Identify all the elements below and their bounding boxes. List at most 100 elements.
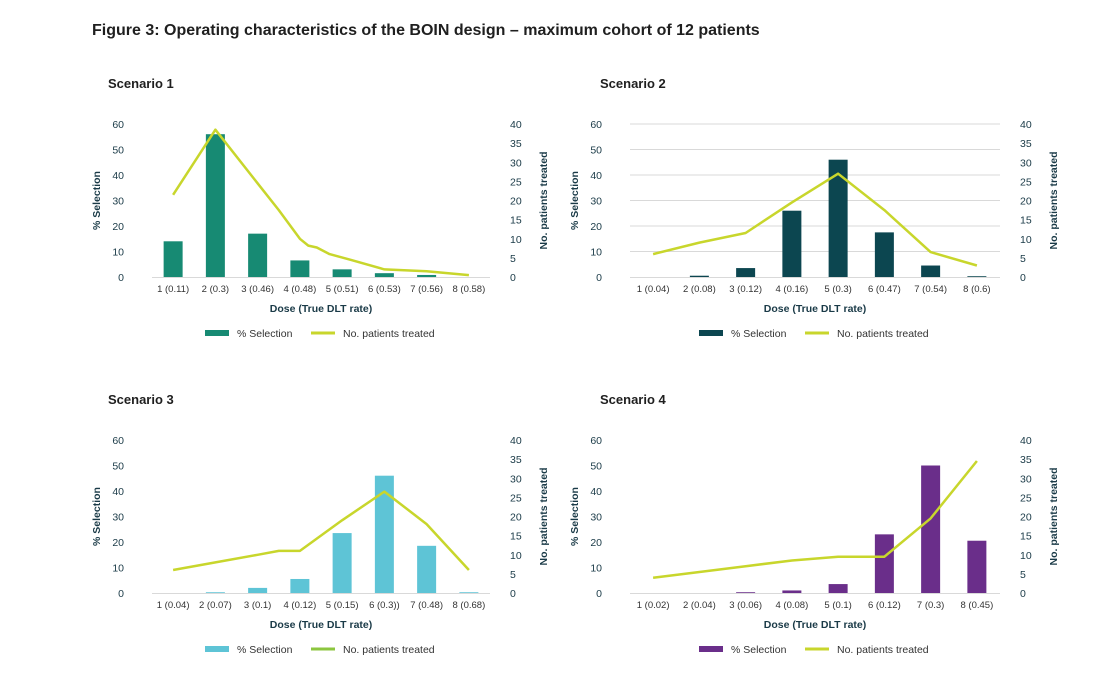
x-tick-label: 2 (0.3) [202, 284, 229, 295]
x-tick-label: 7 (0.54) [914, 284, 947, 295]
y2-axis-title: No. patients treated [538, 467, 550, 565]
y2-tick-label: 25 [510, 492, 522, 504]
y2-tick-label: 0 [1020, 588, 1026, 600]
x-axis-title: Dose (True DLT rate) [764, 619, 867, 631]
y2-axis-title: No. patients treated [1048, 467, 1060, 565]
y2-tick-label: 5 [1020, 253, 1026, 265]
x-tick-label: 3 (0.06) [729, 600, 762, 611]
legend-label-patients: No. patients treated [837, 644, 929, 656]
y-tick-label: 0 [118, 272, 124, 284]
y2-tick-label: 20 [510, 196, 522, 208]
bar-5 [828, 584, 848, 593]
bar-6 [374, 475, 394, 593]
bar-2 [205, 134, 225, 277]
legend-swatch-selection [205, 646, 229, 652]
x-axis-title: Dose (True DLT rate) [764, 303, 867, 315]
y-tick-label: 50 [112, 461, 124, 473]
bar-4 [290, 260, 310, 277]
x-tick-label: 8 (0.58) [453, 284, 486, 295]
y2-tick-label: 30 [1020, 157, 1032, 169]
bar-7 [417, 545, 437, 593]
y2-tick-label: 30 [510, 157, 522, 169]
bar-3 [248, 233, 268, 277]
y2-tick-label: 5 [510, 253, 516, 265]
y2-tick-label: 15 [1020, 531, 1032, 543]
x-tick-label: 6 (0.3)) [369, 600, 400, 611]
x-tick-label: 4 (0.12) [284, 600, 317, 611]
y2-tick-label: 35 [1020, 454, 1032, 466]
legend-label-selection: % Selection [237, 644, 293, 656]
bar-2 [689, 275, 709, 277]
bar-4 [782, 590, 802, 593]
y-tick-label: 10 [112, 563, 124, 575]
y2-tick-label: 25 [1020, 492, 1032, 504]
y2-tick-label: 10 [510, 550, 522, 562]
line-patients-treated [652, 172, 978, 267]
x-tick-label: 1 (0.11) [157, 284, 189, 295]
y-tick-label: 0 [118, 588, 124, 600]
bar-8 [967, 540, 987, 593]
y-tick-label: 20 [112, 221, 124, 233]
x-tick-label: 5 (0.51) [326, 284, 359, 295]
y-axis-title: % Selection [91, 171, 103, 230]
y-tick-label: 40 [590, 486, 602, 498]
x-tick-label: 8 (0.45) [961, 600, 994, 611]
y-tick-label: 10 [590, 247, 602, 259]
legend-label-patients: No. patients treated [837, 328, 929, 340]
y2-tick-label: 20 [510, 512, 522, 524]
legend-swatch-selection [205, 330, 229, 336]
y2-axis-title: No. patients treated [1048, 151, 1060, 249]
legend-label-selection: % Selection [731, 328, 787, 340]
y2-tick-label: 30 [1020, 473, 1032, 485]
bar-6 [374, 273, 394, 277]
chart-title: Scenario 1 [108, 76, 174, 91]
x-tick-label: 1 (0.02) [637, 600, 670, 611]
y-tick-label: 20 [112, 537, 124, 549]
y2-axis-title: No. patients treated [538, 151, 550, 249]
y2-tick-label: 35 [510, 454, 522, 466]
bar-5 [828, 159, 848, 277]
legend-label-patients: No. patients treated [343, 328, 435, 340]
bar-6 [874, 232, 894, 277]
x-tick-label: 8 (0.68) [453, 600, 486, 611]
bar-2 [205, 592, 225, 593]
y-axis-title: % Selection [569, 487, 581, 546]
y2-tick-label: 20 [1020, 196, 1032, 208]
x-tick-label: 3 (0.46) [241, 284, 274, 295]
x-tick-label: 4 (0.08) [776, 600, 809, 611]
chart-scenario-1: Scenario 1 0 10 20 30 40 50 60 0 5 10 15 20 25 30 35 40%… [91, 76, 550, 340]
y2-tick-label: 35 [1020, 138, 1032, 150]
bar-7 [921, 465, 941, 593]
y2-tick-label: 15 [510, 215, 522, 227]
chart-title: Scenario 4 [600, 392, 667, 407]
line-patients-treated [172, 490, 470, 572]
y-tick-label: 20 [590, 537, 602, 549]
x-tick-label: 6 (0.47) [868, 284, 901, 295]
y2-tick-label: 40 [510, 435, 522, 447]
y-tick-label: 60 [590, 435, 602, 447]
y-tick-label: 30 [590, 512, 602, 524]
x-axis-title: Dose (True DLT rate) [270, 619, 373, 631]
chart-scenario-3: Scenario 3 0 10 20 30 40 50 60 0 5 10 15 20 25 30 35 40%… [91, 392, 550, 656]
y-tick-label: 40 [112, 486, 124, 498]
legend-label-selection: % Selection [731, 644, 787, 656]
legend-swatch-selection [699, 646, 723, 652]
legend-swatch-selection [699, 330, 723, 336]
bar-8 [459, 592, 479, 593]
y-tick-label: 30 [112, 512, 124, 524]
bar-8 [967, 276, 987, 277]
figure-title: Figure 3: Operating characteristics of t… [92, 22, 760, 39]
y-tick-label: 60 [112, 119, 124, 131]
y-tick-label: 50 [590, 461, 602, 473]
y2-tick-label: 0 [510, 272, 516, 284]
y2-tick-label: 30 [510, 473, 522, 485]
y-tick-label: 30 [590, 196, 602, 208]
x-tick-label: 6 (0.12) [868, 600, 901, 611]
y2-tick-label: 15 [1020, 215, 1032, 227]
y-tick-label: 60 [112, 435, 124, 447]
x-tick-label: 7 (0.48) [410, 600, 443, 611]
x-tick-label: 6 (0.53) [368, 284, 401, 295]
x-tick-label: 1 (0.04) [157, 600, 190, 611]
y-axis-title: % Selection [91, 487, 103, 546]
